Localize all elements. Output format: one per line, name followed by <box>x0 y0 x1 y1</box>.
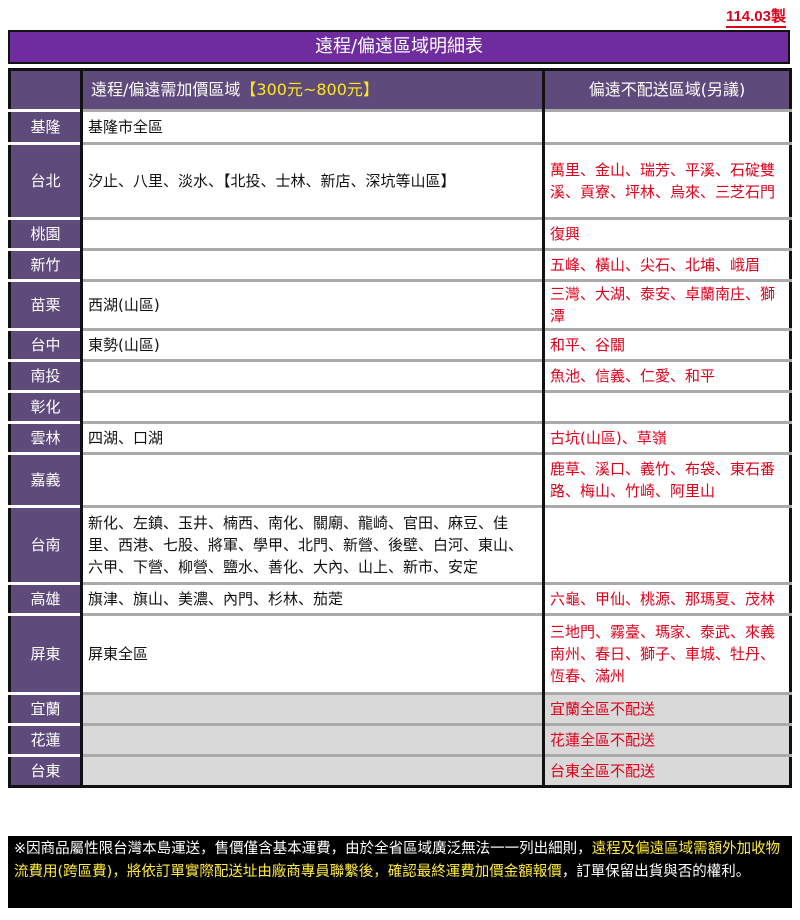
footer-highlight: 遠程及偏遠區域需額外加收物流費用(跨區費)，將依訂單實際配送址由廠商專員聯繫後，… <box>14 841 781 880</box>
surcharge-areas <box>81 452 545 507</box>
no-delivery-areas: 古坑(山區)、草嶺 <box>543 421 791 454</box>
table-header: 遠程/偏遠需加價區域【300元~800元】 偏遠不配送區域(另議) <box>9 69 791 111</box>
region-name: 屏東 <box>9 613 83 694</box>
no-delivery-areas: 魚池、信義、仁愛、和平 <box>543 359 791 392</box>
region-name: 高雄 <box>9 582 83 615</box>
surcharge-areas: 基隆市全區 <box>81 109 545 144</box>
table-row: 屏東 屏東全區 三地門、霧臺、瑪家、泰武、來義南州、春日、獅子、車城、牡丹、恆春… <box>9 613 791 694</box>
region-name: 雲林 <box>9 421 83 454</box>
header-no-delivery: 偏遠不配送區域(另議) <box>543 69 791 111</box>
date-label: 114.03製 <box>725 8 786 28</box>
table-row: 宜蘭 宜蘭全區不配送 <box>9 692 791 725</box>
surcharge-areas: 汐止、八里、淡水、【北投、士林、新店、深坑等山區】 <box>81 142 545 219</box>
surcharge-areas <box>81 217 545 250</box>
table-row: 苗栗 西湖(山區) 三灣、大湖、泰安、卓蘭南庄、獅潭 <box>9 279 791 330</box>
surcharge-areas <box>81 692 545 725</box>
surcharge-areas: 新化、左鎮、玉井、楠西、南化、關廟、龍崎、官田、麻豆、佳里、西港、七股、將軍、學… <box>81 505 545 584</box>
table-row: 桃園 復興 <box>9 217 791 250</box>
region-name: 新竹 <box>9 248 83 281</box>
no-delivery-areas: 三灣、大湖、泰安、卓蘭南庄、獅潭 <box>543 279 791 330</box>
region-name: 宜蘭 <box>9 692 83 725</box>
table-row: 花蓮 花蓮全區不配送 <box>9 723 791 756</box>
no-delivery-areas: 鹿草、溪口、義竹、布袋、東石番路、梅山、竹崎、阿里山 <box>543 452 791 507</box>
surcharge-areas: 東勢(山區) <box>81 328 545 361</box>
no-delivery-areas <box>543 390 791 423</box>
header-blank <box>9 69 83 111</box>
region-name: 桃園 <box>9 217 83 250</box>
table-row: 台北 汐止、八里、淡水、【北投、士林、新店、深坑等山區】 萬里、金山、瑞芳、平溪… <box>9 142 791 219</box>
footer-note: ※因商品屬性限台灣本島運送，售價僅含基本運費，由於全省區域廣泛無法一一列出細則，… <box>8 836 792 908</box>
region-name: 嘉義 <box>9 452 83 507</box>
footer-text-end: ，訂單保留出貨與否的權利。 <box>561 864 751 880</box>
region-name: 基隆 <box>9 109 83 144</box>
region-name: 南投 <box>9 359 83 392</box>
no-delivery-areas: 台東全區不配送 <box>543 754 791 787</box>
no-delivery-areas: 五峰、橫山、尖石、北埔、峨眉 <box>543 248 791 281</box>
region-name: 台北 <box>9 142 83 219</box>
table-row: 高雄 旗津、旗山、美濃、內門、杉林、茄萣 六龜、甲仙、桃源、那瑪夏、茂林 <box>9 582 791 615</box>
no-delivery-areas: 復興 <box>543 217 791 250</box>
region-name: 彰化 <box>9 390 83 423</box>
table-row: 台南 新化、左鎮、玉井、楠西、南化、關廟、龍崎、官田、麻豆、佳里、西港、七股、將… <box>9 505 791 584</box>
table-row: 彰化 <box>9 390 791 423</box>
surcharge-areas <box>81 754 545 787</box>
header-surcharge-label: 遠程/偏遠需加價區域 <box>91 80 241 99</box>
region-name: 台東 <box>9 754 83 787</box>
no-delivery-areas: 三地門、霧臺、瑪家、泰武、來義南州、春日、獅子、車城、牡丹、恆春、滿州 <box>543 613 791 694</box>
table-row: 雲林 四湖、口湖 古坑(山區)、草嶺 <box>9 421 791 454</box>
no-delivery-areas <box>543 505 791 584</box>
no-delivery-areas: 花蓮全區不配送 <box>543 723 791 756</box>
surcharge-areas <box>81 723 545 756</box>
no-delivery-areas: 宜蘭全區不配送 <box>543 692 791 725</box>
surcharge-areas: 屏東全區 <box>81 613 545 694</box>
no-delivery-areas: 和平、谷關 <box>543 328 791 361</box>
no-delivery-areas <box>543 109 791 144</box>
surcharge-areas: 旗津、旗山、美濃、內門、杉林、茄萣 <box>81 582 545 615</box>
surcharge-areas <box>81 248 545 281</box>
no-delivery-areas: 萬里、金山、瑞芳、平溪、石碇雙溪、貢寮、坪林、烏來、三芝石門 <box>543 142 791 219</box>
header-surcharge: 遠程/偏遠需加價區域【300元~800元】 <box>81 69 545 111</box>
table-row: 新竹 五峰、橫山、尖石、北埔、峨眉 <box>9 248 791 281</box>
header-price-range: 【300元~800元】 <box>240 80 379 99</box>
region-name: 台中 <box>9 328 83 361</box>
table-row: 嘉義 鹿草、溪口、義竹、布袋、東石番路、梅山、竹崎、阿里山 <box>9 452 791 507</box>
surcharge-areas: 西湖(山區) <box>81 279 545 330</box>
table-row: 台東 台東全區不配送 <box>9 754 791 787</box>
no-delivery-areas: 六龜、甲仙、桃源、那瑪夏、茂林 <box>543 582 791 615</box>
region-name: 苗栗 <box>9 279 83 330</box>
surcharge-areas <box>81 359 545 392</box>
page-title: 遠程/偏遠區域明細表 <box>8 30 790 64</box>
table-row: 南投 魚池、信義、仁愛、和平 <box>9 359 791 392</box>
region-table: 遠程/偏遠需加價區域【300元~800元】 偏遠不配送區域(另議) 基隆 基隆市… <box>8 68 792 788</box>
region-name: 花蓮 <box>9 723 83 756</box>
table-row: 台中 東勢(山區) 和平、谷關 <box>9 328 791 361</box>
footer-text: ※因商品屬性限台灣本島運送，售價僅含基本運費，由於全省區域廣泛無法一一列出細則， <box>14 841 592 857</box>
table-row: 基隆 基隆市全區 <box>9 109 791 144</box>
surcharge-areas: 四湖、口湖 <box>81 421 545 454</box>
surcharge-areas <box>81 390 545 423</box>
region-name: 台南 <box>9 505 83 584</box>
